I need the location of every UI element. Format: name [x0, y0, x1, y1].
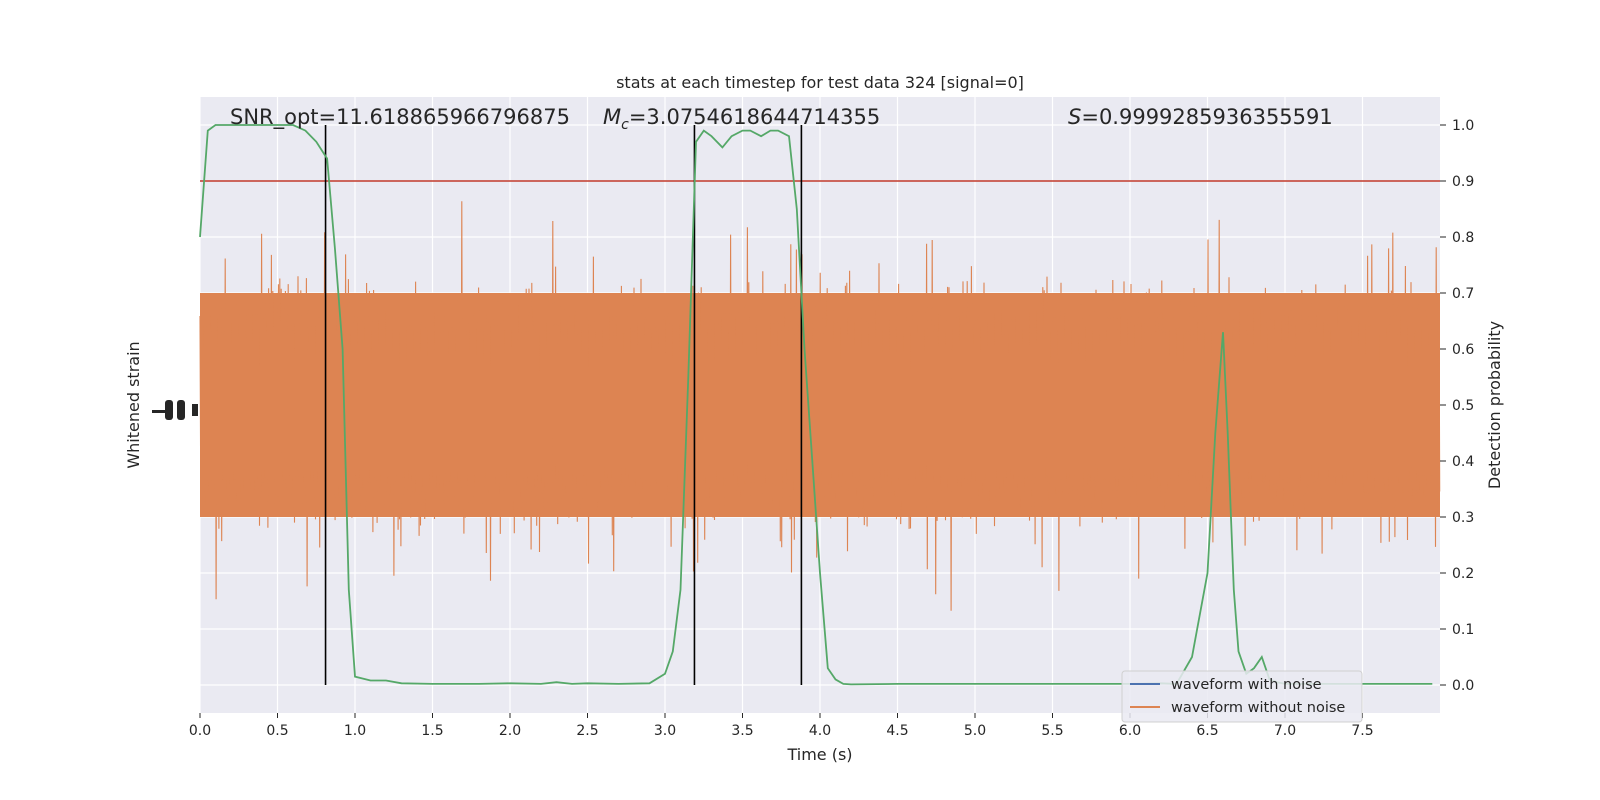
- snr-annotation: SNR_opt=11.618865966796875: [230, 105, 570, 130]
- overlays: [200, 125, 1440, 685]
- x-tick-label-8: 4.0: [809, 723, 831, 739]
- chirp-mass-value: =3.0754618644714355: [629, 105, 880, 129]
- y-tick-label-2: 0.2: [1452, 566, 1474, 582]
- chirp-mass-annotation: Mc=3.0754618644714355: [603, 105, 880, 133]
- x-axis-label: Time (s): [786, 745, 852, 764]
- x-tick-label-15: 7.5: [1351, 723, 1373, 739]
- legend-box: [1121, 670, 1363, 723]
- score-value: =0.9999285936355591: [1081, 105, 1332, 129]
- y-tick-label-9: 0.9: [1452, 174, 1474, 190]
- y-tick-label-8: 0.8: [1452, 230, 1474, 246]
- strain-tick-glyph-0: [152, 410, 170, 413]
- x-tick-label-14: 7.0: [1274, 723, 1296, 739]
- x-tick-label-2: 1.0: [344, 723, 366, 739]
- y-tick-label-0: 0.0: [1452, 678, 1474, 694]
- y-right-axis-ticks: 0.0 0.1 0.2 0.3 0.4 0.5 0.6 0.7 0.8 0.9 1.0: [1440, 118, 1474, 694]
- x-tick-label-10: 5.0: [964, 723, 986, 739]
- y-tick-label-3: 0.3: [1452, 510, 1474, 526]
- y-right-axis-label: Detection probability: [1485, 321, 1504, 489]
- y-tick-label-10: 1.0: [1452, 118, 1474, 134]
- y-left-axis-label: Whitened strain: [124, 341, 143, 468]
- waveform-without-noise-series: [199, 201, 1441, 611]
- x-tick-label-6: 3.0: [654, 723, 676, 739]
- x-tick-label-11: 5.5: [1041, 723, 1063, 739]
- detection-probability-line: [199, 124, 1433, 686]
- x-tick-label-12: 6.0: [1119, 723, 1141, 739]
- x-tick-label-4: 2.0: [499, 723, 521, 739]
- x-tick-label-5: 2.5: [576, 723, 598, 739]
- waveform-trace: [199, 201, 1441, 611]
- chart-title: stats at each timestep for test data 324…: [616, 73, 1024, 92]
- chirp-mass-subscript: c: [621, 117, 629, 133]
- strain-tick-glyph-3: [192, 404, 198, 416]
- legend: waveform with noise waveform without noi…: [1121, 670, 1363, 723]
- x-tick-label-7: 3.5: [731, 723, 753, 739]
- strain-tick-glyph-2: [177, 400, 185, 420]
- y-left-axis-ticks: [152, 400, 198, 420]
- x-tick-label-9: 4.5: [886, 723, 908, 739]
- x-tick-label-0: 0.0: [189, 723, 211, 739]
- x-tick-label-13: 6.5: [1196, 723, 1218, 739]
- legend-label-with-noise: waveform with noise: [1171, 677, 1322, 693]
- score-annotation: S=0.9999285936355591: [1068, 105, 1333, 129]
- strain-tick-glyph-1: [165, 400, 173, 420]
- y-tick-label-7: 0.7: [1452, 286, 1474, 302]
- chirp-mass-symbol: M: [603, 105, 621, 129]
- y-tick-label-6: 0.6: [1452, 342, 1474, 358]
- y-tick-label-1: 0.1: [1452, 622, 1474, 638]
- y-tick-label-5: 0.5: [1452, 398, 1474, 414]
- x-tick-label-3: 1.5: [421, 723, 443, 739]
- legend-label-without-noise: waveform without noise: [1171, 700, 1345, 716]
- score-symbol: S: [1068, 105, 1081, 129]
- y-tick-label-4: 0.4: [1452, 454, 1474, 470]
- detection-probability-series: [199, 124, 1433, 686]
- x-tick-label-1: 0.5: [266, 723, 288, 739]
- x-axis-ticks: 0.0 0.5 1.0 1.5 2.0 2.5 3.0 3.5 4.0 4.5 5.0 5.5 6.0 6…: [189, 713, 1374, 739]
